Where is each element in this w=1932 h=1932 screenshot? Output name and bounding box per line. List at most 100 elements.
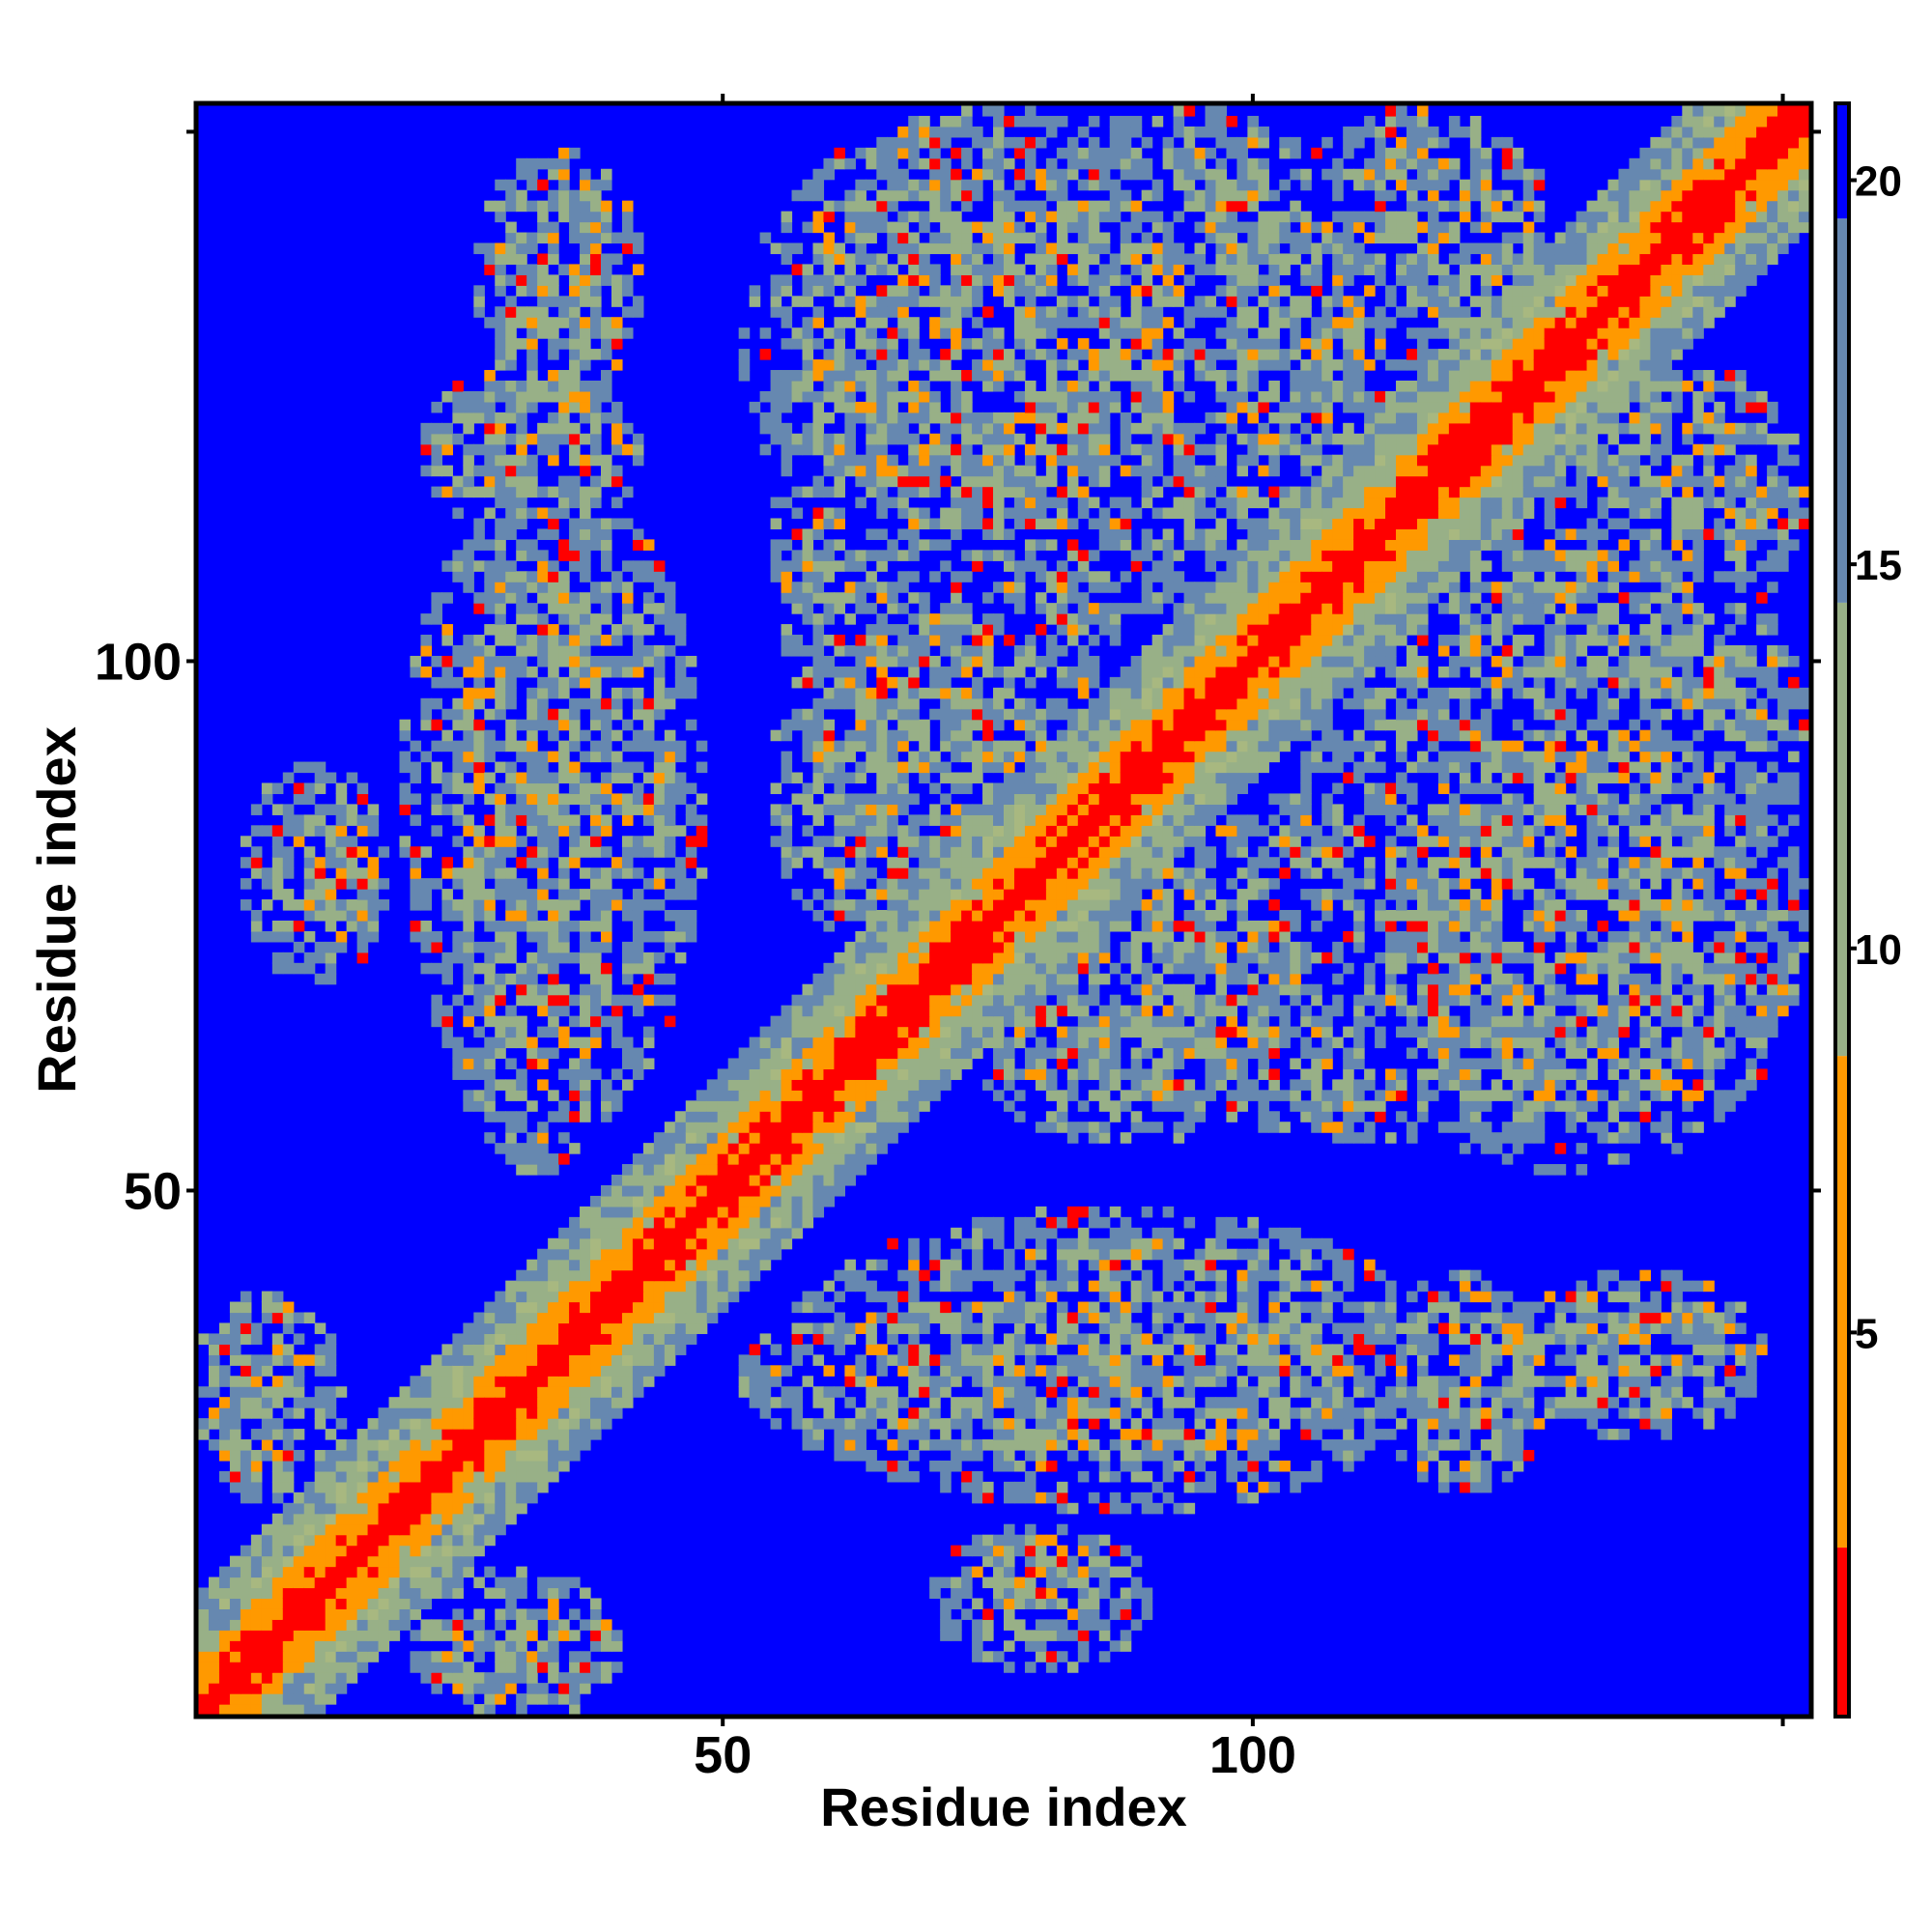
heatmap-cell [621, 221, 634, 234]
heatmap-cell [727, 1068, 740, 1080]
heatmap-cell [505, 1640, 517, 1652]
heatmap-cell [505, 687, 517, 699]
heatmap-cell [537, 422, 549, 435]
heatmap-cell [208, 1344, 220, 1355]
heatmap-cell [1385, 1090, 1397, 1101]
heatmap-cell [812, 486, 825, 498]
heatmap-cell [802, 486, 814, 498]
heatmap-cell [282, 1449, 295, 1462]
heatmap-cell [653, 1344, 666, 1355]
heatmap-cell [1077, 1397, 1090, 1408]
heatmap-cell [674, 793, 687, 805]
heatmap-cell [632, 846, 644, 858]
heatmap-cell [516, 1122, 527, 1133]
heatmap-cell [367, 857, 380, 868]
heatmap-cell [601, 825, 612, 837]
heatmap-cell [495, 592, 506, 604]
heatmap-cell [250, 1630, 263, 1641]
heatmap-cell [802, 1068, 814, 1080]
heatmap-cell [1247, 1090, 1259, 1101]
heatmap-cell [261, 878, 273, 890]
heatmap-cell [1173, 1100, 1185, 1112]
heatmap-cell [463, 952, 474, 964]
heatmap-cell [674, 772, 687, 784]
heatmap-cell [484, 941, 496, 953]
heatmap-cell [346, 1555, 358, 1568]
heatmap-cell [282, 857, 295, 868]
heatmap-cell [431, 486, 442, 498]
heatmap-cell [452, 1630, 464, 1641]
heatmap-cell [452, 1619, 464, 1631]
heatmap-cell [791, 644, 804, 657]
heatmap-cell [696, 1164, 708, 1176]
heatmap-cell [993, 1344, 1005, 1355]
heatmap-cell [1268, 1429, 1280, 1440]
heatmap-cell [1332, 1344, 1344, 1355]
heatmap-cell [897, 1269, 909, 1282]
heatmap-cell [526, 994, 538, 1007]
heatmap-cell [791, 1333, 804, 1345]
heatmap-cell [674, 825, 687, 837]
heatmap-cell [537, 1481, 549, 1493]
heatmap-cell [601, 729, 612, 742]
heatmap-cell [908, 1090, 920, 1101]
heatmap-cell [569, 1376, 581, 1387]
heatmap-cell [611, 422, 623, 435]
heatmap-cell [919, 1301, 930, 1314]
heatmap-cell [1024, 1227, 1037, 1239]
heatmap-cell [802, 1037, 814, 1049]
heatmap-cell [208, 1651, 220, 1662]
heatmap-cell [759, 1090, 772, 1101]
heatmap-cell [410, 1386, 422, 1398]
heatmap-cell [250, 1693, 263, 1705]
heatmap-cell [632, 889, 644, 900]
heatmap-cell [473, 857, 485, 868]
heatmap-cell [1024, 1259, 1037, 1271]
heatmap-cell [1311, 1122, 1322, 1133]
heatmap-cell [356, 910, 369, 922]
heatmap-cell [1661, 1354, 1672, 1366]
heatmap-cell [1258, 1481, 1269, 1493]
heatmap-cell [611, 1301, 623, 1314]
heatmap-cell [484, 1397, 496, 1408]
heatmap-cell [463, 1683, 474, 1694]
heatmap-cell [1215, 1291, 1228, 1303]
heatmap-cell [791, 708, 804, 721]
heatmap-cell [685, 1227, 697, 1239]
heatmap-cell [1077, 1566, 1090, 1578]
heatmap-cell [759, 1122, 772, 1133]
heatmap-cell [1098, 1344, 1111, 1355]
heatmap-cell [770, 518, 782, 530]
heatmap-cell [1258, 1365, 1269, 1377]
heatmap-cell [240, 1704, 252, 1716]
heatmap-cell [1004, 1640, 1015, 1652]
heatmap-cell [844, 1164, 856, 1176]
heatmap-cell [325, 1354, 337, 1366]
heatmap-cell [569, 1365, 581, 1377]
heatmap-cell [569, 1079, 581, 1091]
heatmap-cell [770, 1237, 782, 1250]
heatmap-cell [505, 729, 517, 742]
heatmap-cell [706, 1184, 719, 1197]
heatmap-cell [452, 401, 464, 413]
heatmap-cell [812, 550, 825, 561]
heatmap-cell [1194, 1449, 1207, 1462]
heatmap-cell [495, 1460, 506, 1472]
heatmap-cell [399, 1577, 412, 1589]
heatmap-cell [1077, 1439, 1090, 1451]
heatmap-cell [611, 772, 623, 784]
heatmap-cell [473, 1429, 485, 1440]
heatmap-cell [1618, 1333, 1631, 1345]
heatmap-cell [580, 380, 591, 392]
heatmap-cell [505, 274, 517, 286]
heatmap-cell [1385, 1291, 1397, 1303]
heatmap-cell [410, 1651, 422, 1662]
heatmap-cell [271, 836, 284, 847]
heatmap-cell [770, 1132, 782, 1144]
heatmap-cell [526, 242, 538, 255]
heatmap-cell [558, 983, 570, 996]
heatmap-cell [908, 1259, 920, 1271]
heatmap-cell [271, 1693, 284, 1705]
heatmap-cell [431, 1672, 442, 1684]
heatmap-cell [537, 1587, 549, 1600]
